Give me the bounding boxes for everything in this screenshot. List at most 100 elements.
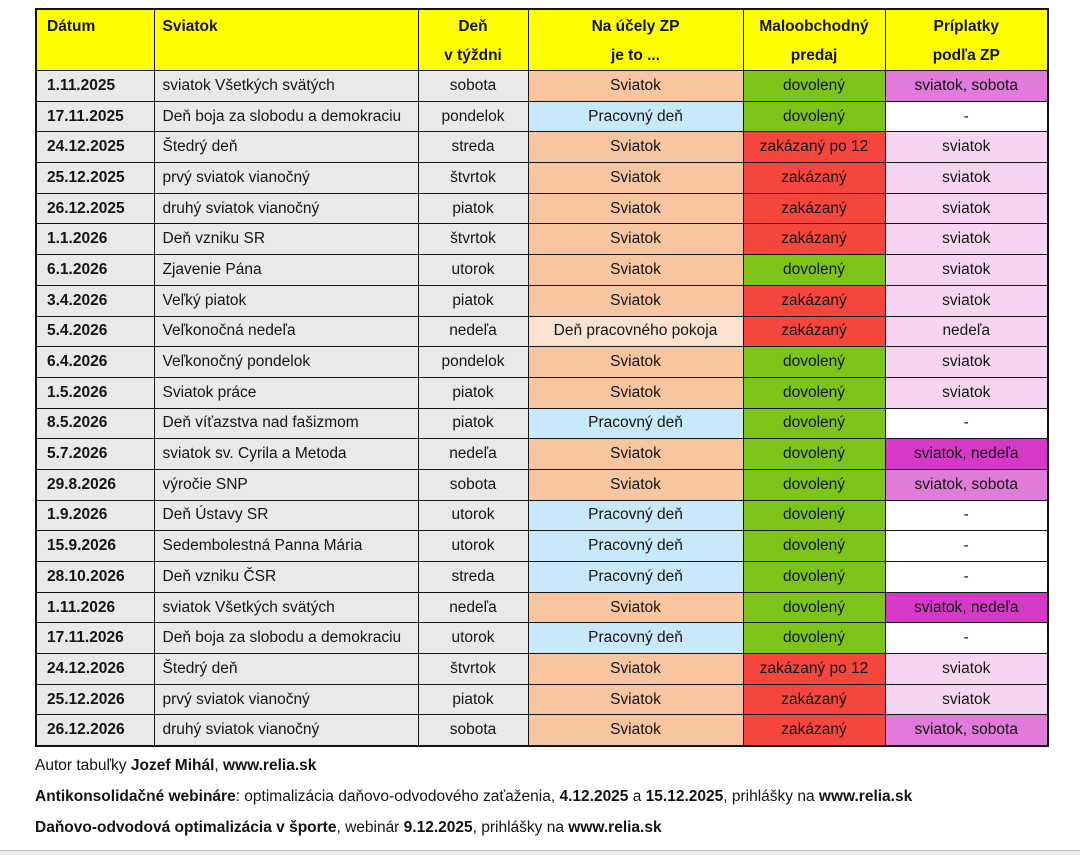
- footer-line: Daňovo-odvodová optimalizácia v športe, …: [35, 818, 1080, 838]
- cell-supplement: sviatok: [884, 254, 1049, 286]
- table-row: 26.12.2025 druhý sviatok vianočný piatok Sv…: [35, 192, 1049, 225]
- cell-date: 1.11.2025: [35, 70, 155, 102]
- cell-zp-type: Deň pracovného pokoja: [527, 315, 744, 348]
- cell-date: 1.1.2026: [35, 223, 155, 256]
- cell-day: utorok: [417, 254, 529, 286]
- cell-zp-type: Sviatok: [527, 346, 744, 378]
- cell-holiday: sviatok Všetkých svätých: [153, 70, 419, 102]
- header-day: Deň v týždni: [417, 8, 529, 71]
- cell-holiday: druhý sviatok vianočný: [153, 192, 419, 225]
- cell-day: nedeľa: [417, 591, 529, 624]
- cell-retail: dovolený: [742, 254, 886, 286]
- cell-supplement: sviatok, nedeľa: [884, 438, 1049, 470]
- cell-date: 6.4.2026: [35, 346, 155, 378]
- cell-supplement: -: [884, 561, 1049, 593]
- cell-retail: dovolený: [742, 622, 886, 655]
- cell-zp-type: Sviatok: [527, 714, 744, 747]
- cell-date: 3.4.2026: [35, 284, 155, 317]
- table-row: 29.8.2026 výročie SNP sobota Sviatok dovolen…: [35, 468, 1049, 501]
- cell-holiday: sviatok Všetkých svätých: [153, 591, 419, 624]
- cell-supplement: sviatok: [884, 284, 1049, 317]
- cell-date: 25.12.2025: [35, 162, 155, 194]
- cell-date: 1.11.2026: [35, 591, 155, 624]
- cell-supplement: sviatok: [884, 131, 1049, 164]
- header-holiday-line1: Sviatok: [162, 18, 218, 35]
- footer-bold-text: Jozef Mihál: [130, 757, 215, 775]
- table-row: 6.4.2026 Veľkonočný pondelok pondelok Sviat…: [35, 346, 1049, 378]
- footer-bold-text: www.relia.sk: [568, 819, 662, 837]
- cell-date: 1.9.2026: [35, 499, 155, 532]
- cell-zp-type: Sviatok: [527, 70, 744, 102]
- cell-holiday: Zjavenie Pána: [153, 254, 419, 286]
- cell-retail: zakázaný: [742, 284, 886, 317]
- footer-text: ,: [214, 757, 224, 775]
- header-retail-line1: Maloobchodný: [759, 18, 869, 35]
- cell-date: 24.12.2025: [35, 131, 155, 164]
- cell-day: piatok: [417, 683, 529, 716]
- cell-zp-type: Sviatok: [527, 162, 744, 194]
- cell-date: 29.8.2026: [35, 468, 155, 501]
- table-row: 6.1.2026 Zjavenie Pána utorok Sviatok dovole…: [35, 254, 1049, 286]
- cell-date: 28.10.2026: [35, 561, 155, 593]
- cell-retail: dovolený: [742, 468, 886, 501]
- cell-day: sobota: [417, 468, 529, 501]
- table-row: 1.5.2026 Sviatok práce piatok Sviatok dovole…: [35, 376, 1049, 409]
- cell-supplement: sviatok: [884, 653, 1049, 685]
- cell-day: piatok: [417, 192, 529, 225]
- cell-date: 24.12.2026: [35, 653, 155, 685]
- cell-date: 5.4.2026: [35, 315, 155, 348]
- cell-day: sobota: [417, 70, 529, 102]
- cell-supplement: -: [884, 100, 1049, 133]
- table-row: 28.10.2026 Deň vzniku ČSR streda Pracovný d…: [35, 561, 1049, 593]
- cell-supplement: sviatok: [884, 346, 1049, 378]
- cell-date: 8.5.2026: [35, 407, 155, 440]
- cell-date: 5.7.2026: [35, 438, 155, 470]
- cell-retail: dovolený: [742, 376, 886, 409]
- bottom-strip: [0, 850, 1080, 855]
- cell-day: streda: [417, 131, 529, 164]
- cell-zp-type: Pracovný deň: [527, 622, 744, 655]
- footer-text: a: [628, 788, 646, 806]
- cell-day: utorok: [417, 499, 529, 532]
- cell-retail: zakázaný po 12: [742, 131, 886, 164]
- header-date-line2: [47, 41, 153, 70]
- holiday-table-body: 1.11.2025 sviatok Všetkých svätých sobota S…: [35, 70, 1049, 747]
- table-row: 5.7.2026 sviatok sv. Cyrila a Metoda nedeľ…: [35, 438, 1049, 470]
- footer-bold-text: Antikonsolidačné webináre: [35, 788, 236, 806]
- cell-retail: dovolený: [742, 561, 886, 593]
- table-row: 24.12.2026 Štedrý deň štvrtok Sviatok zakáza…: [35, 653, 1049, 685]
- footer-bold-text: 4.12.2025: [559, 788, 629, 806]
- table-row: 25.12.2025 prvý sviatok vianočný štvrtok Sv…: [35, 162, 1049, 194]
- cell-day: streda: [417, 561, 529, 593]
- cell-supplement: sviatok: [884, 223, 1049, 256]
- cell-retail: dovolený: [742, 499, 886, 532]
- holiday-table: Dátum Sviatok Deň v týždni Na účely ZP j…: [35, 8, 1049, 748]
- table-row: 17.11.2026 Deň boja za slobodu a demokrac…: [35, 622, 1049, 655]
- cell-zp-type: Sviatok: [527, 591, 744, 624]
- header-row: Dátum Sviatok Deň v týždni Na účely ZP j…: [35, 8, 1049, 71]
- table-row: 26.12.2026 druhý sviatok vianočný sobota Sv…: [35, 714, 1049, 747]
- cell-zp-type: Sviatok: [527, 438, 744, 470]
- footer-text: , prihlášky na: [723, 788, 819, 806]
- footer-bold-text: www.relia.sk: [223, 757, 317, 775]
- footer-bold-text: Daňovo-odvodová optimalizácia v športe: [35, 819, 337, 837]
- cell-supplement: -: [884, 530, 1049, 562]
- header-holiday: Sviatok: [153, 8, 419, 71]
- cell-retail: dovolený: [742, 438, 886, 470]
- cell-holiday: Sedembolestná Panna Mária: [153, 530, 419, 562]
- cell-day: štvrtok: [417, 653, 529, 685]
- cell-day: piatok: [417, 407, 529, 440]
- table-row: 1.11.2026 sviatok Všetkých svätých nedeľa S…: [35, 591, 1049, 624]
- header-holiday-line2: [163, 41, 418, 70]
- cell-holiday: Veľký piatok: [153, 284, 419, 317]
- table-row: 8.5.2026 Deň víťazstva nad fašizmom piatok…: [35, 407, 1049, 440]
- cell-retail: zakázaný: [742, 162, 886, 194]
- cell-day: sobota: [417, 714, 529, 747]
- table-row: 1.1.2026 Deň vzniku SR štvrtok Sviatok zakáz…: [35, 223, 1049, 256]
- cell-supplement: sviatok: [884, 683, 1049, 716]
- cell-supplement: nedeľa: [884, 315, 1049, 348]
- cell-supplement: sviatok: [884, 376, 1049, 409]
- cell-supplement: sviatok: [884, 162, 1049, 194]
- cell-supplement: -: [884, 499, 1049, 532]
- cell-supplement: sviatok, sobota: [884, 468, 1049, 501]
